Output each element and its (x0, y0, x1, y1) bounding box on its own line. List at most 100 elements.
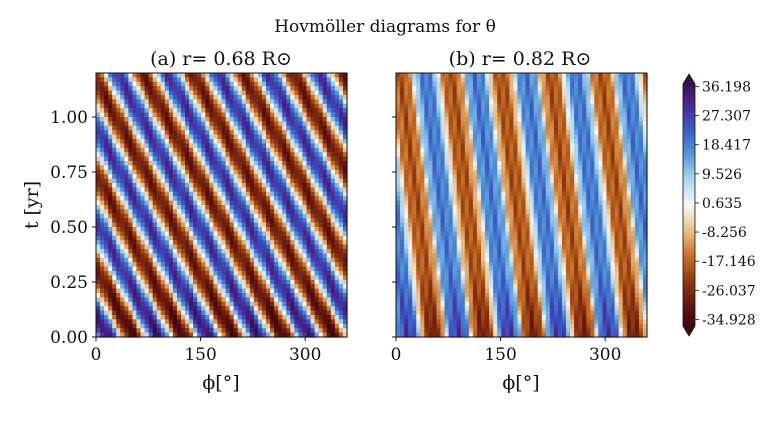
heatmap-cell (242, 227, 247, 232)
heatmap-cell (335, 253, 340, 258)
heatmap-cell (157, 143, 162, 148)
heatmap-cell (177, 223, 182, 228)
heatmap-cell (104, 179, 109, 184)
heatmap-cell (132, 293, 137, 298)
heatmap-cell (298, 104, 303, 109)
heatmap-cell (250, 214, 255, 219)
heatmap-cell (189, 165, 194, 170)
heatmap-cell (136, 73, 141, 78)
heatmap-cell (213, 227, 218, 232)
heatmap-cell (590, 95, 595, 100)
heatmap-cell (615, 121, 620, 126)
heatmap-cell (574, 82, 579, 87)
heatmap-cell (574, 130, 579, 135)
heatmap-cell (116, 126, 121, 131)
heatmap-cell (254, 262, 259, 267)
heatmap-cell (400, 99, 405, 104)
heatmap-cell (594, 99, 599, 104)
heatmap-cell (222, 187, 227, 192)
heatmap-cell (222, 121, 227, 126)
heatmap-cell (615, 139, 620, 144)
heatmap-cell (132, 267, 137, 272)
heatmap-cell (282, 179, 287, 184)
heatmap-cell (290, 86, 295, 91)
heatmap-cell (96, 293, 101, 298)
heatmap-cell (339, 148, 344, 153)
heatmap-cell (128, 293, 133, 298)
heatmap-cell (173, 152, 178, 157)
heatmap-cell (270, 170, 275, 175)
heatmap-cell (546, 152, 551, 157)
heatmap-cell (177, 152, 182, 157)
heatmap-cell (270, 267, 275, 272)
heatmap-cell (339, 157, 344, 162)
heatmap-cell (149, 73, 154, 78)
heatmap-cell (120, 319, 125, 324)
heatmap-cell (266, 179, 271, 184)
heatmap-cell (217, 174, 222, 179)
heatmap-cell (153, 187, 158, 192)
heatmap-cell (149, 113, 154, 118)
heatmap-cell (149, 223, 154, 228)
heatmap-cell (497, 126, 502, 131)
heatmap-cell (509, 104, 514, 109)
heatmap-cell (189, 311, 194, 316)
heatmap-cell (222, 223, 227, 228)
heatmap-cell (209, 179, 214, 184)
heatmap-cell (189, 271, 194, 276)
heatmap-cell (104, 121, 109, 126)
heatmap-cell (222, 130, 227, 135)
heatmap-cell (339, 319, 344, 324)
heatmap-cell (141, 324, 146, 329)
heatmap-cell (315, 275, 320, 280)
heatmap-cell (205, 315, 210, 320)
heatmap-cell (104, 152, 109, 157)
heatmap-cell (169, 302, 174, 307)
heatmap-cell (116, 113, 121, 118)
heatmap-cell (149, 187, 154, 192)
heatmap-cell (197, 209, 202, 214)
heatmap-cell (112, 236, 117, 241)
heatmap-cell (96, 245, 101, 250)
heatmap-cell (270, 161, 275, 166)
heatmap-cell (602, 130, 607, 135)
heatmap-cell (136, 214, 141, 219)
heatmap-cell (307, 324, 312, 329)
heatmap-cell (298, 91, 303, 96)
heatmap-cell (290, 121, 295, 126)
heatmap-cell (157, 271, 162, 276)
heatmap-cell (222, 91, 227, 96)
heatmap-cell (436, 99, 441, 104)
heatmap-cell (270, 289, 275, 294)
heatmap-cell (104, 196, 109, 201)
heatmap-cell (331, 183, 336, 188)
heatmap-cell (100, 148, 105, 153)
heatmap-cell (177, 143, 182, 148)
heatmap-cell (286, 205, 291, 210)
heatmap-cell (266, 205, 271, 210)
heatmap-cell (554, 130, 559, 135)
heatmap-cell (298, 187, 303, 192)
heatmap-cell (404, 108, 409, 113)
heatmap-cell (157, 196, 162, 201)
heatmap-cell (258, 73, 263, 78)
heatmap-cell (230, 126, 235, 131)
heatmap-cell (270, 223, 275, 228)
heatmap-cell (307, 152, 312, 157)
heatmap-cell (189, 223, 194, 228)
heatmap-cell (173, 214, 178, 219)
heatmap-cell (623, 104, 628, 109)
heatmap-cell (213, 117, 218, 122)
heatmap-cell (128, 121, 133, 126)
heatmap-cell (323, 157, 328, 162)
heatmap-cell (234, 262, 239, 267)
heatmap-cell (213, 139, 218, 144)
heatmap-cell (315, 214, 320, 219)
heatmap-cell (104, 95, 109, 100)
heatmap-cell (327, 174, 332, 179)
heatmap-cell (242, 77, 247, 82)
heatmap-cell (258, 183, 263, 188)
heatmap-cell (100, 249, 105, 254)
heatmap-cell (124, 165, 129, 170)
heatmap-cell (238, 214, 243, 219)
